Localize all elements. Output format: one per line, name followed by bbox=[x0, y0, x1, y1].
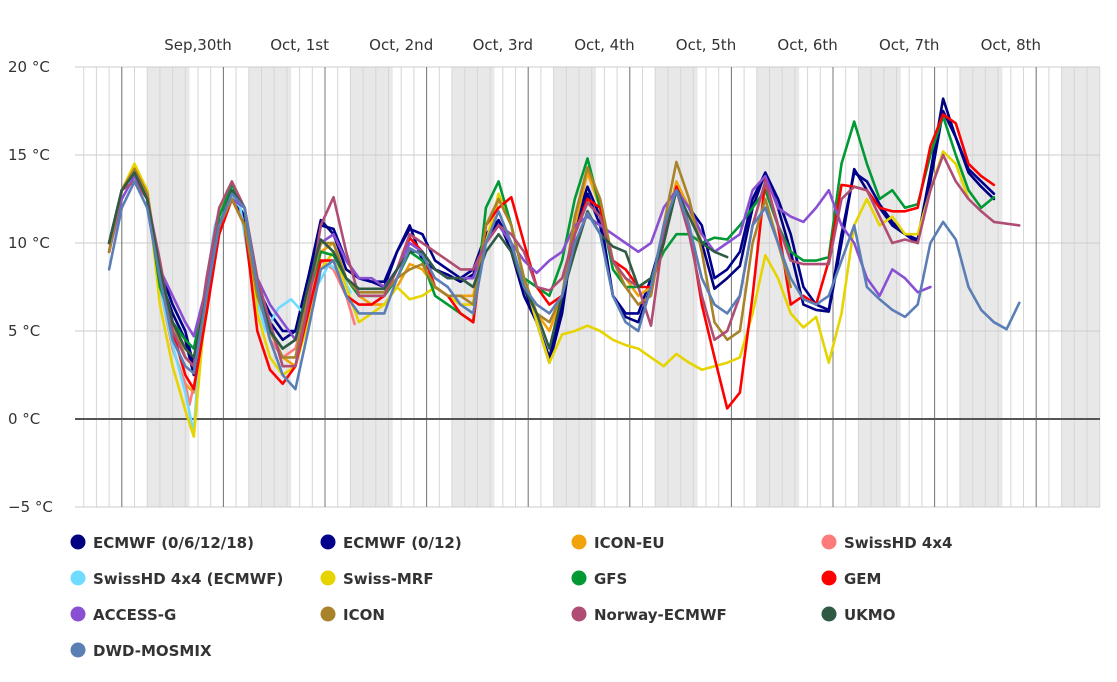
legend-label: ACCESS-G bbox=[93, 606, 176, 624]
y-tick-label: 0 °C bbox=[8, 410, 40, 428]
night-band bbox=[553, 67, 596, 507]
x-tick-label: Oct, 4th bbox=[574, 36, 634, 54]
legend-marker bbox=[571, 606, 587, 622]
legend-item: GFS bbox=[571, 570, 627, 588]
night-bands bbox=[147, 67, 1100, 507]
night-band bbox=[960, 67, 1003, 507]
legend-label: Norway-ECMWF bbox=[594, 606, 727, 624]
night-band bbox=[655, 67, 698, 507]
legend-item: SwissHD 4x4 bbox=[821, 534, 952, 552]
x-axis-tick-labels: Sep,30th Oct, 1st Oct, 2nd Oct, 3rd Oct, 4th… bbox=[164, 36, 1041, 54]
legend-label: SwissHD 4x4 bbox=[844, 534, 952, 552]
y-tick-label: 10 °C bbox=[8, 234, 50, 252]
legend-marker bbox=[571, 570, 587, 586]
x-tick-label: Oct, 5th bbox=[676, 36, 736, 54]
night-band bbox=[756, 67, 800, 507]
legend-label: ECMWF (0/12) bbox=[343, 534, 462, 552]
x-tick-label: Oct, 6th bbox=[777, 36, 837, 54]
y-tick-label: 5 °C bbox=[8, 322, 40, 340]
y-axis-tick-labels: 20 °C 15 °C 10 °C 5 °C 0 °C −5 °C bbox=[8, 58, 53, 516]
legend-marker bbox=[70, 606, 86, 622]
legend-item: UKMO bbox=[821, 606, 895, 624]
legend-marker bbox=[571, 534, 587, 550]
legend-item: ICON bbox=[320, 606, 385, 624]
legend-label: SwissHD 4x4 (ECMWF) bbox=[93, 570, 283, 588]
legend-label: GEM bbox=[844, 570, 882, 588]
legend-item: DWD-MOSMIX bbox=[70, 642, 212, 660]
legend-label: ICON-EU bbox=[594, 534, 665, 552]
legend-item: Norway-ECMWF bbox=[571, 606, 727, 624]
legend-marker bbox=[821, 534, 837, 550]
legend-marker bbox=[70, 570, 86, 586]
legend: ECMWF (0/6/12/18) ECMWF (0/12) ICON-EU Swis… bbox=[70, 534, 952, 660]
legend-item: ECMWF (0/6/12/18) bbox=[70, 534, 254, 552]
legend-label: UKMO bbox=[844, 606, 895, 624]
legend-marker bbox=[821, 570, 837, 586]
legend-label: Swiss-MRF bbox=[343, 570, 434, 588]
x-tick-label: Sep,30th bbox=[164, 36, 232, 54]
x-tick-label: Oct, 2nd bbox=[369, 36, 433, 54]
legend-item: Swiss-MRF bbox=[320, 570, 434, 588]
legend-item: ECMWF (0/12) bbox=[320, 534, 462, 552]
x-tick-label: Oct, 3rd bbox=[473, 36, 533, 54]
legend-marker bbox=[320, 570, 336, 586]
legend-label: ICON bbox=[343, 606, 385, 624]
x-tick-label: Oct, 7th bbox=[879, 36, 939, 54]
legend-item: SwissHD 4x4 (ECMWF) bbox=[70, 570, 283, 588]
series-line bbox=[107, 113, 996, 410]
series-line bbox=[107, 180, 1021, 391]
legend-label: ECMWF (0/6/12/18) bbox=[93, 534, 254, 552]
legend-marker bbox=[320, 534, 336, 550]
series-lines bbox=[107, 97, 1021, 438]
legend-label: DWD-MOSMIX bbox=[93, 642, 212, 660]
night-band bbox=[858, 67, 901, 507]
legend-item: ICON-EU bbox=[571, 534, 665, 552]
legend-marker bbox=[821, 606, 837, 622]
x-tick-label: Oct, 1st bbox=[270, 36, 329, 54]
legend-marker bbox=[70, 534, 86, 550]
legend-item: GEM bbox=[821, 570, 882, 588]
y-tick-label: 20 °C bbox=[8, 58, 50, 76]
legend-item: ACCESS-G bbox=[70, 606, 176, 624]
y-tick-label: −5 °C bbox=[8, 498, 53, 516]
night-band bbox=[1061, 67, 1100, 507]
legend-marker bbox=[70, 642, 86, 658]
legend-marker bbox=[320, 606, 336, 622]
x-tick-label: Oct, 8th bbox=[981, 36, 1041, 54]
y-tick-label: 15 °C bbox=[8, 146, 50, 164]
legend-label: GFS bbox=[594, 570, 627, 588]
vertical-gridlines bbox=[83, 67, 1101, 507]
